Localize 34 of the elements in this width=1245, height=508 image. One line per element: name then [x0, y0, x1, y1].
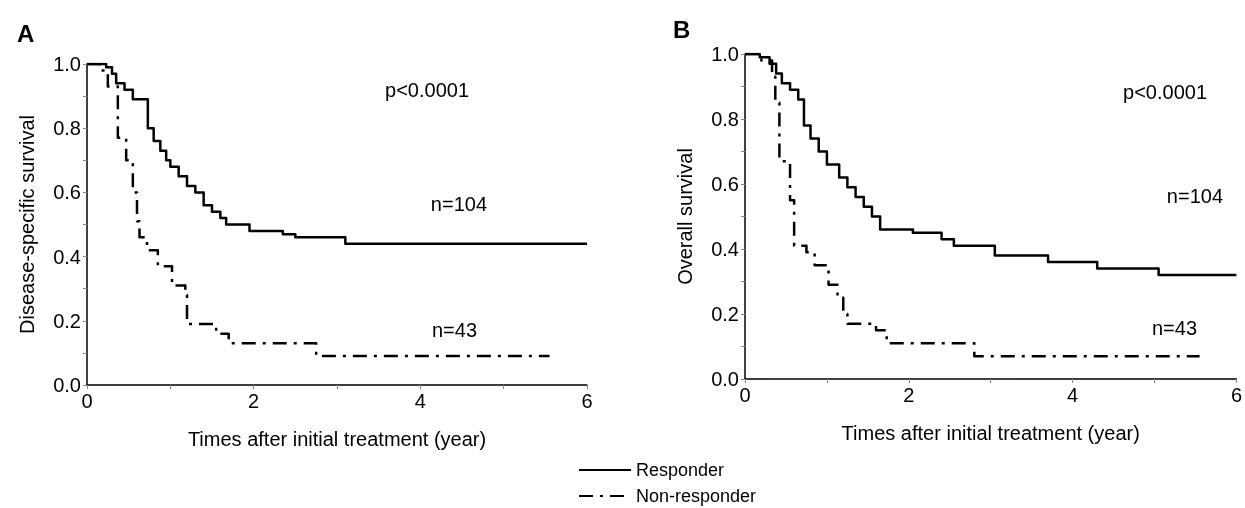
chart-title: A: [17, 19, 35, 47]
y-tick-label: 0.6: [53, 181, 81, 204]
x-tick-label: 4: [1067, 384, 1079, 406]
y-tick-label: 0.2: [711, 303, 739, 325]
annotation: n=43: [431, 319, 478, 341]
x-tick-label: 0: [81, 390, 93, 412]
y-tick-label: 0.0: [711, 368, 739, 390]
y-tick-label: 0.8: [711, 108, 739, 130]
y-tick-label: 0.6: [711, 173, 739, 195]
x-tick-label: 0: [739, 384, 751, 406]
x-tick-label: 4: [414, 390, 426, 412]
y-tick-label: 0.0: [53, 374, 81, 396]
annotation: n=43: [1151, 317, 1198, 339]
x-tick-label: 2: [248, 390, 260, 412]
y-tick-label: 0.2: [53, 309, 81, 332]
annotation: p<0.0001: [385, 79, 470, 101]
annotation: p<0.0001: [1123, 81, 1208, 103]
x-tick-label: 2: [903, 384, 915, 406]
y-tick-label: 0.4: [711, 238, 739, 260]
y-tick-label: 0.8: [53, 117, 81, 140]
x-axis-title: Times after initial treatment (year): [841, 422, 1140, 444]
x-axis-title: Times after initial treatment (year): [187, 428, 487, 450]
legend-label: Non-responder: [636, 486, 757, 506]
annotation: n=104: [1166, 185, 1223, 207]
y-tick-label: 1.0: [711, 43, 739, 65]
legend-label: Responder: [636, 460, 725, 480]
y-axis-title: Overall survival: [674, 148, 696, 285]
x-tick-label: 6: [1230, 384, 1242, 406]
chart-title: B: [673, 15, 691, 43]
x-tick-label: 6: [581, 390, 593, 412]
y-tick-label: 0.4: [53, 245, 81, 268]
y-axis-title: Disease-specific survival: [16, 115, 38, 334]
annotation: n=104: [430, 193, 487, 215]
y-tick-label: 1.0: [53, 53, 81, 75]
